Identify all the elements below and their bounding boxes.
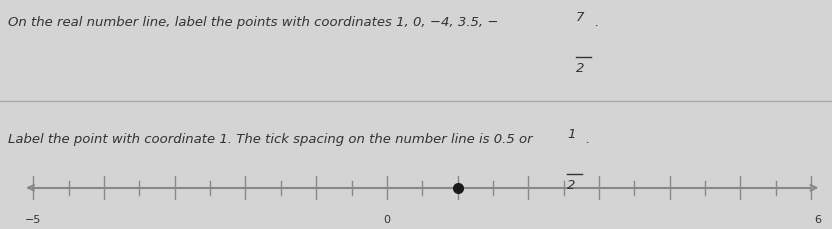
Text: On the real number line, label the points with coordinates 1, 0, −4, 3.5, −: On the real number line, label the point… xyxy=(8,16,499,29)
Text: .: . xyxy=(594,16,598,29)
Text: 0: 0 xyxy=(384,215,390,225)
Text: 1: 1 xyxy=(567,128,576,141)
Text: .: . xyxy=(586,133,590,146)
Text: −5: −5 xyxy=(25,215,42,225)
Text: 6: 6 xyxy=(815,215,821,225)
Text: Label the point with coordinate 1. The tick spacing on the number line is 0.5 or: Label the point with coordinate 1. The t… xyxy=(8,133,537,146)
Text: 7: 7 xyxy=(576,11,584,25)
Text: 2: 2 xyxy=(576,62,584,75)
Text: 2: 2 xyxy=(567,179,576,192)
